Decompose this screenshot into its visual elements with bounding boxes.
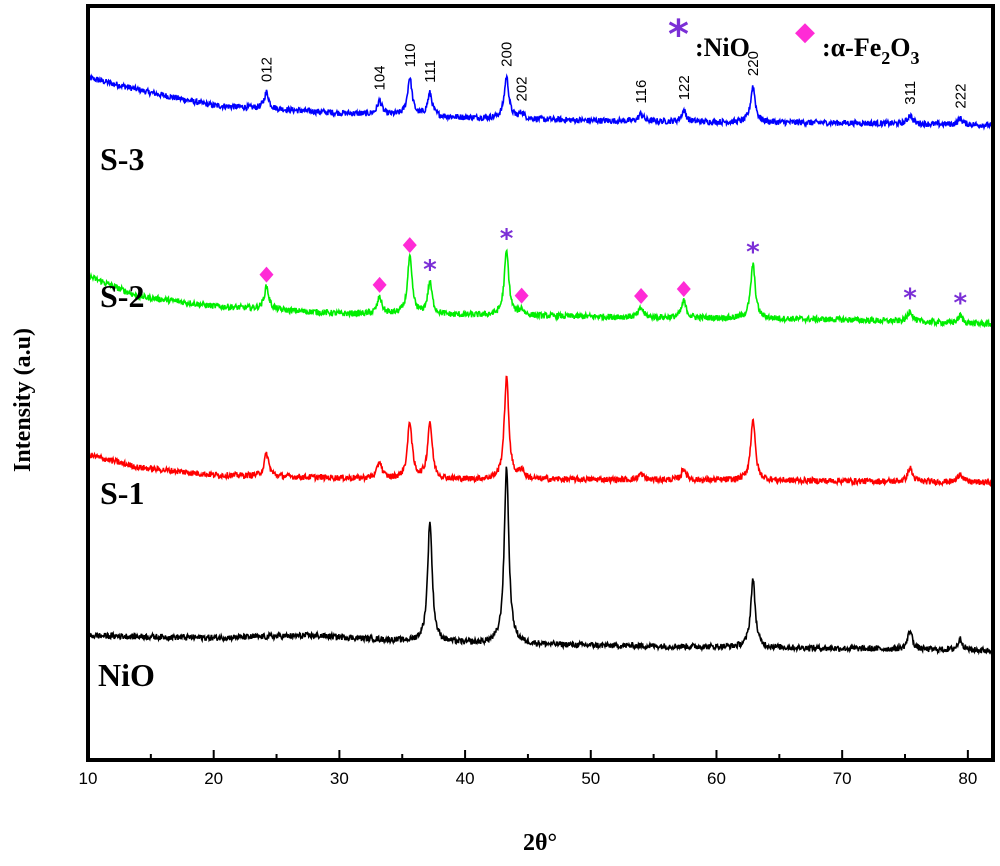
peak-index-111: 111	[422, 60, 439, 83]
peak-index-222: 222	[952, 84, 969, 109]
legend-nio-text: :NiO	[695, 33, 750, 62]
series-line-s-1	[87, 375, 994, 488]
legend-nio-symbol: *	[668, 12, 689, 58]
x-tick-label: 30	[330, 769, 349, 788]
x-tick-label: 40	[456, 769, 475, 788]
x-axis: 10 20 30 40 50 60 70 80	[79, 750, 977, 788]
x-tick-label: 50	[581, 769, 600, 788]
series-label-s-1: S-1	[100, 475, 144, 511]
x-tick-label: 60	[707, 769, 726, 788]
peak-index-104: 104	[372, 65, 389, 90]
peak-index-311: 311	[902, 81, 919, 105]
nio-marker: *	[746, 237, 760, 267]
nio-marker: *	[423, 255, 437, 285]
fe2o3-marker	[259, 266, 274, 283]
series-line-s-2	[87, 248, 994, 329]
x-tick-label: 20	[204, 769, 223, 788]
series-label-s-2: S-2	[100, 278, 144, 314]
series-labels: S-3 S-2 S-1 NiO	[98, 141, 155, 693]
peak-index-220: 220	[745, 51, 762, 76]
nio-marker: *	[903, 283, 917, 313]
series-line-nio	[87, 466, 994, 656]
x-tick-label: 10	[79, 769, 98, 788]
nio-marker: *	[954, 289, 968, 319]
series-label-nio: NiO	[98, 657, 155, 693]
fe2o3-marker	[514, 287, 529, 304]
peak-index-012: 012	[258, 57, 275, 82]
nio-marker: *	[500, 224, 514, 254]
fe2o3-marker	[402, 237, 417, 254]
legend-fe-text: :α-Fe2O3	[822, 33, 919, 68]
peak-index-110: 110	[402, 43, 419, 67]
fe2o3-marker	[634, 288, 649, 305]
x-axis-title: 2θ°	[523, 830, 557, 856]
peak-index-200: 200	[499, 42, 516, 67]
x-tick-label: 70	[833, 769, 852, 788]
legend: * :NiO ◆ :α-Fe2O3	[668, 12, 919, 68]
peak-index-202: 202	[514, 76, 531, 101]
y-axis-title: Intensity (a.u)	[10, 328, 36, 472]
series-curves	[87, 73, 994, 656]
series-label-s-3: S-3	[100, 141, 144, 177]
x-tick-label: 80	[958, 769, 977, 788]
series-line-s-3	[87, 73, 994, 131]
fe2o3-marker	[372, 276, 387, 293]
plot-frame	[86, 4, 995, 762]
peak-index-116: 116	[633, 80, 650, 104]
legend-fe-symbol: ◆	[795, 17, 815, 47]
fe2o3-marker	[676, 281, 691, 298]
peak-index-122: 122	[676, 75, 693, 100]
